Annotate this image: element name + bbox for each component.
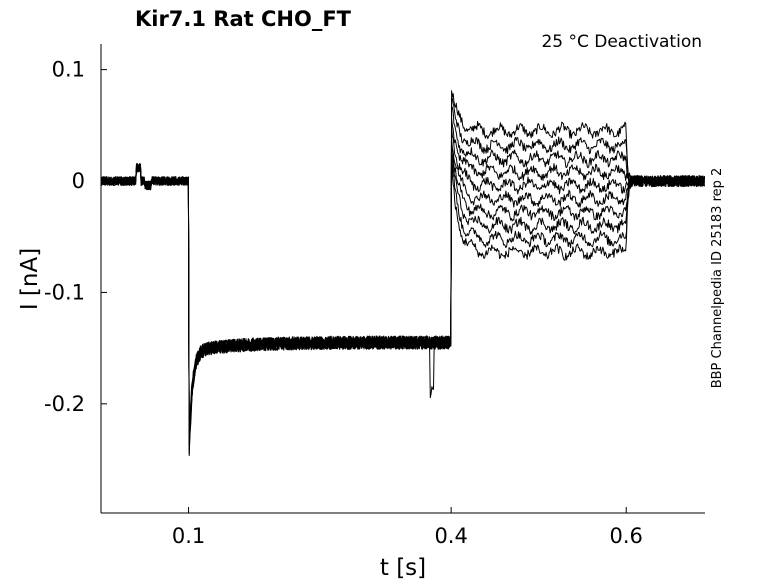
channelpedia-id-label: BBP Channelpedia ID 25183 rep 2 <box>710 168 725 389</box>
chart-title: Kir7.1 Rat CHO_FT <box>135 7 352 31</box>
current-trace-10 <box>100 163 705 438</box>
y-axis-ticks: 0.1 0 -0.1 -0.2 <box>44 58 107 416</box>
y-axis-label: I [nA] <box>17 248 43 310</box>
x-tick-label: 0.4 <box>434 524 467 548</box>
y-tick-label: -0.1 <box>44 280 85 304</box>
current-traces <box>100 90 705 457</box>
x-axis-label: t [s] <box>380 555 426 581</box>
y-tick-label: -0.2 <box>44 392 85 416</box>
x-tick-label: 0.6 <box>610 524 643 548</box>
temperature-protocol-label: 25 °C Deactivation <box>541 32 702 52</box>
x-axis-ticks: 0.1 0.4 0.6 <box>172 507 643 548</box>
x-tick-label: 0.1 <box>172 524 205 548</box>
y-tick-label: 0 <box>72 169 85 193</box>
y-tick-label: 0.1 <box>52 58 85 82</box>
